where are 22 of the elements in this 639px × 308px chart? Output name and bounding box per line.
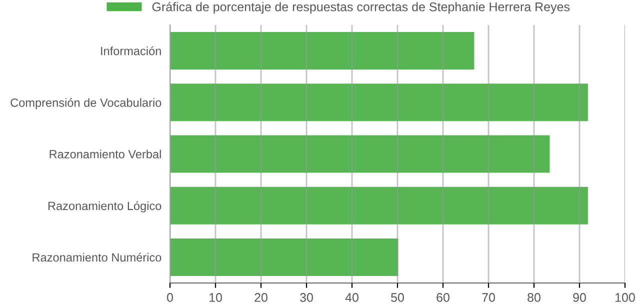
x-tick-label: 10 xyxy=(210,293,222,302)
y-tick-label: Información xyxy=(101,46,161,56)
x-tick-label: 80 xyxy=(528,293,540,302)
bar xyxy=(170,32,474,70)
x-tick-label: 70 xyxy=(482,293,495,302)
x-tick-label: 20 xyxy=(254,293,268,302)
y-tick-label: Razonamiento Verbal xyxy=(50,150,161,158)
x-tick-label: 40 xyxy=(345,293,358,302)
bar xyxy=(170,84,588,122)
x-tick-label: 90 xyxy=(573,293,586,302)
x-tick-label: 50 xyxy=(391,293,404,302)
x-tick-label: 100 xyxy=(616,293,635,302)
y-tick-label: Comprensión de Vocabulario xyxy=(10,98,162,110)
x-tick-label: 60 xyxy=(436,293,450,302)
bar xyxy=(170,238,398,276)
bar xyxy=(170,135,550,173)
bar xyxy=(170,186,588,224)
y-tick-label: Razonamiento Lógico xyxy=(48,201,162,212)
x-tick-label: 30 xyxy=(300,293,313,302)
x-tick-label: 0 xyxy=(167,293,173,302)
legend-label: Gráfica de porcentaje de respuestas correctas de Stephanie Herrera Reyes xyxy=(152,2,570,14)
y-tick-label: Razonamiento Numérico xyxy=(32,252,162,262)
